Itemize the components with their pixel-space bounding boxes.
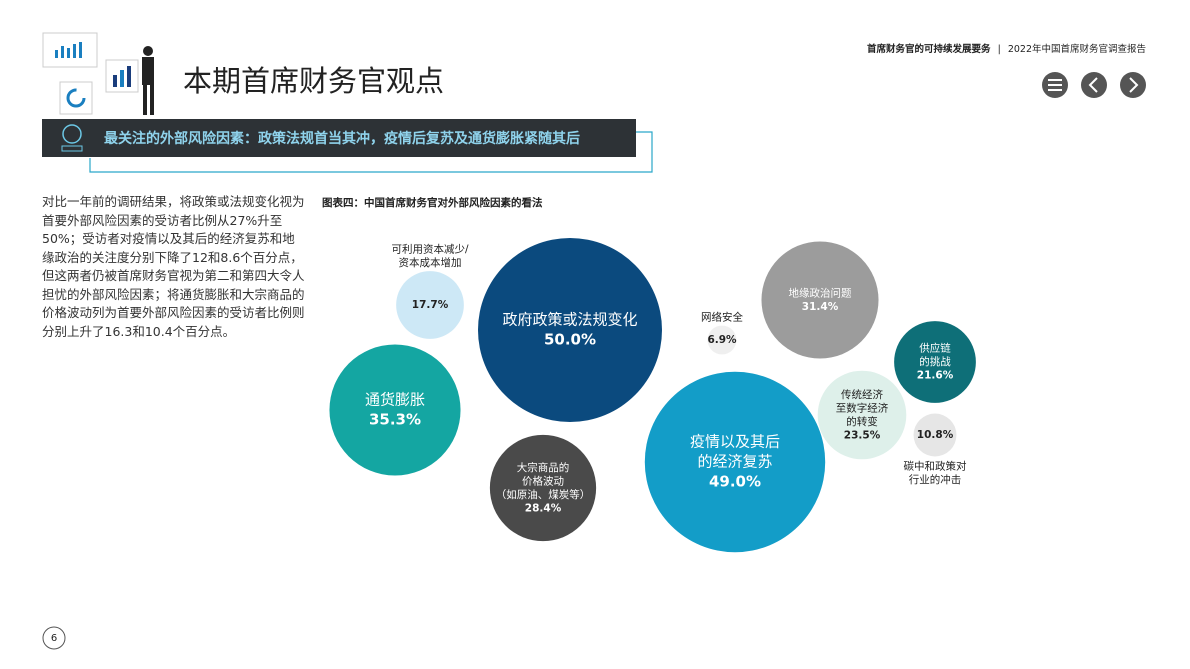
bubble-label: 资本成本增加 (399, 256, 462, 269)
bubble-label: 价格波动 (522, 474, 564, 487)
page-number: 6 (51, 633, 57, 644)
bubble-label: 至数字经济 (836, 401, 889, 414)
bubble (644, 371, 826, 553)
header-section: 首席财务官的可持续发展要务 (867, 44, 991, 55)
header: 首席财务官的可持续发展要务 | 2022年中国首席财务官调查报告 (867, 41, 1146, 55)
banner-bg (42, 119, 636, 157)
icon (113, 66, 131, 87)
header-report: 2022年中国首席财务官调查报告 (1007, 44, 1146, 55)
bubble-label: 可利用资本减少/ (391, 243, 468, 256)
prev-button[interactable] (1081, 72, 1107, 98)
icon (66, 88, 86, 108)
icon (61, 145, 83, 152)
value-label: 17.7% (412, 299, 449, 311)
bubble (761, 241, 879, 359)
bubble (913, 413, 957, 457)
bubble-label: 地缘政治问题 (789, 286, 852, 299)
value-label: 6.9% (707, 334, 737, 346)
page-number-circle (42, 626, 66, 650)
bubble-label: 行业的冲击 (909, 473, 962, 486)
bubble-label: 大宗商品的 (517, 461, 570, 474)
value-label: 50.0% (544, 331, 596, 349)
bubble-label: （如原油、煤炭等） (496, 488, 591, 501)
banner-frame (89, 131, 653, 173)
bubble-label: 疫情以及其后 (690, 433, 780, 451)
banner-text: 最关注的外部风险因素：政策法规首当其冲，疫情后复苏及通货膨胀紧随其后 (104, 130, 580, 147)
bubble-label: 的转变 (846, 415, 878, 428)
menu-button[interactable] (1042, 72, 1068, 98)
bubble-label: 网络安全 (701, 311, 743, 324)
bubble (817, 370, 907, 460)
body-text: 对比一年前的调研结果，将政策或法规变化视为首要外部风险因素的受访者比例从27%升… (42, 194, 305, 339)
icon (62, 124, 82, 144)
bubble (396, 271, 464, 339)
bubble (329, 344, 461, 476)
chart: 政府政策或法规变化 50.0% 疫情以及其后的经济复苏 49.0% 通货膨胀 35.3% 地… (329, 238, 976, 553)
page-title: 本期首席财务官观点 (183, 64, 444, 98)
bubble-label: 供应链 (919, 342, 951, 355)
value-label: 49.0% (709, 473, 761, 491)
bubble-label: 通货膨胀 (365, 391, 425, 409)
header-separator: | (997, 44, 1001, 55)
value-label: 31.4% (802, 301, 839, 313)
bubble-label: 的经济复苏 (697, 453, 772, 471)
bubble (707, 325, 737, 355)
value-label: 23.5% (844, 429, 881, 441)
value-label: 35.3% (369, 411, 421, 429)
figure (142, 46, 154, 115)
bubble-label: 传统经济 (841, 388, 883, 401)
chart-title: 图表四：中国首席财务官对外部风险因素的看法 (322, 196, 543, 209)
icon (55, 42, 82, 58)
bubble-label: 的挑战 (919, 355, 951, 368)
bubble (489, 434, 597, 542)
bubble-label: 政府政策或法规变化 (502, 311, 637, 329)
value-label: 21.6% (917, 370, 954, 382)
bubble (478, 238, 662, 422)
bubble-label: 碳中和政策对 (904, 459, 967, 472)
bubble (894, 321, 976, 403)
value-label: 10.8% (917, 429, 954, 441)
value-label: 28.4% (525, 502, 562, 514)
next-button[interactable] (1120, 72, 1146, 98)
icon (59, 81, 93, 115)
